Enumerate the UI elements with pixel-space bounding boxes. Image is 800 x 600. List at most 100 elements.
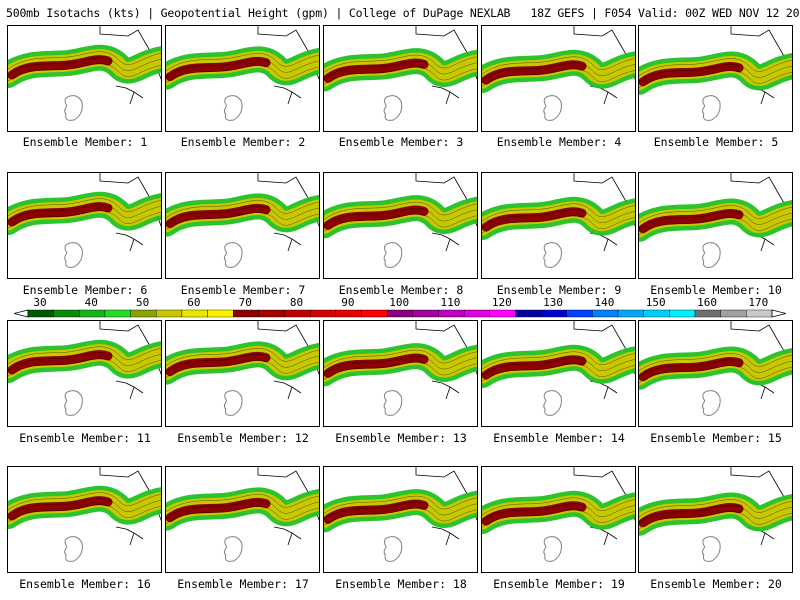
ensemble-panel [323, 320, 478, 427]
height-line [482, 68, 635, 87]
height-line [166, 212, 319, 230]
height-line [482, 209, 635, 228]
colorbar-swatch [361, 309, 388, 318]
colorbar-swatch [720, 309, 747, 318]
ensemble-member-label: Ensemble Member: 8 [338, 283, 464, 297]
jet-core [166, 203, 271, 229]
jet-core [166, 497, 271, 523]
height-line [324, 361, 477, 380]
height-contour [543, 390, 562, 416]
ensemble-panel [481, 466, 636, 573]
height-contour [702, 242, 721, 268]
height-line [482, 215, 635, 234]
colorbar-swatch [515, 309, 542, 318]
height-contour [223, 536, 243, 562]
height-line [639, 499, 792, 518]
panel-map [166, 173, 319, 268]
ensemble-panel [7, 25, 162, 132]
height-line [324, 501, 477, 520]
panel-map [324, 467, 477, 562]
jet-core [166, 351, 271, 377]
colorbar-label: 140 [594, 296, 615, 309]
height-line [324, 213, 477, 232]
jet-core [8, 202, 113, 227]
height-contour [223, 95, 243, 121]
ensemble-panel [7, 172, 162, 279]
jet-core [324, 58, 429, 83]
height-line [8, 63, 161, 82]
colorbar-label: 150 [645, 296, 666, 309]
colorbar-swatch [669, 309, 696, 318]
panel-map [482, 26, 635, 121]
panel-map [166, 321, 319, 416]
height-contour [702, 390, 721, 416]
height-contour [383, 390, 403, 416]
colorbar-label: 120 [491, 296, 512, 309]
colorbar-swatch [156, 309, 183, 318]
colorbar-swatch [438, 309, 465, 318]
height-line [166, 65, 319, 83]
colorbar-swatch [746, 309, 773, 318]
height-line [639, 505, 792, 524]
colorbar-swatch [335, 309, 362, 318]
panel-map [482, 173, 635, 268]
ensemble-panel [481, 320, 636, 427]
ensemble-member-label: Ensemble Member: 6 [22, 283, 148, 297]
height-line [8, 204, 161, 223]
height-line [639, 359, 792, 378]
ensemble-member-label: Ensemble Member: 15 [650, 431, 782, 445]
height-line [324, 507, 477, 526]
colorbar-label: 90 [341, 296, 355, 309]
colorbar-swatches [13, 309, 787, 318]
height-line [324, 495, 477, 514]
height-line [482, 351, 635, 370]
ensemble-panel [323, 25, 478, 132]
height-line [8, 57, 161, 76]
colorbar-label: 160 [697, 296, 717, 309]
ensemble-panel [323, 172, 478, 279]
panel-map [482, 467, 635, 562]
ensemble-member-label: Ensemble Member: 9 [496, 283, 622, 297]
panel-map [639, 173, 792, 268]
colorbar-swatch [233, 309, 260, 318]
height-contour [64, 242, 83, 268]
jet-core [482, 207, 587, 232]
height-contour [383, 95, 403, 121]
jet-core [482, 355, 587, 380]
colorbar-swatch [592, 309, 619, 318]
colorbar-swatch [463, 309, 490, 318]
jet-core [8, 55, 113, 80]
jet-core [482, 60, 587, 85]
ensemble-panel [638, 466, 793, 573]
ensemble-member-label: Ensemble Member: 12 [177, 431, 309, 445]
height-contour [223, 390, 243, 416]
panel-map [639, 26, 792, 121]
height-line [639, 205, 792, 224]
jet-core [8, 496, 113, 521]
jet-core [639, 356, 744, 382]
colorbar-swatch [104, 309, 131, 318]
height-line [324, 66, 477, 85]
height-line [482, 509, 635, 528]
height-line [8, 358, 161, 377]
ensemble-member-label: Ensemble Member: 18 [335, 577, 467, 591]
height-line [639, 70, 792, 89]
ensemble-member-label: Ensemble Member: 1 [22, 135, 148, 149]
height-line [324, 54, 477, 73]
colorbar-label: 80 [289, 296, 304, 309]
panel-map [639, 467, 792, 562]
height-line [482, 503, 635, 522]
ensemble-member-label: Ensemble Member: 10 [650, 283, 782, 297]
panel-map [8, 26, 161, 121]
height-line [8, 492, 161, 511]
ensemble-panel [165, 25, 320, 132]
ensemble-panel [165, 466, 320, 573]
ensemble-member-label: Ensemble Member: 11 [19, 431, 151, 445]
height-line [639, 511, 792, 530]
ensemble-panel [481, 172, 636, 279]
height-line [166, 354, 319, 372]
ensemble-member-label: Ensemble Member: 16 [19, 577, 151, 591]
height-line [8, 210, 161, 229]
isotach-colorbar: 30 40 50 60 70 80 90 100 110 120 130 140 150 160 170 [13, 296, 787, 320]
panel-map [8, 321, 161, 416]
